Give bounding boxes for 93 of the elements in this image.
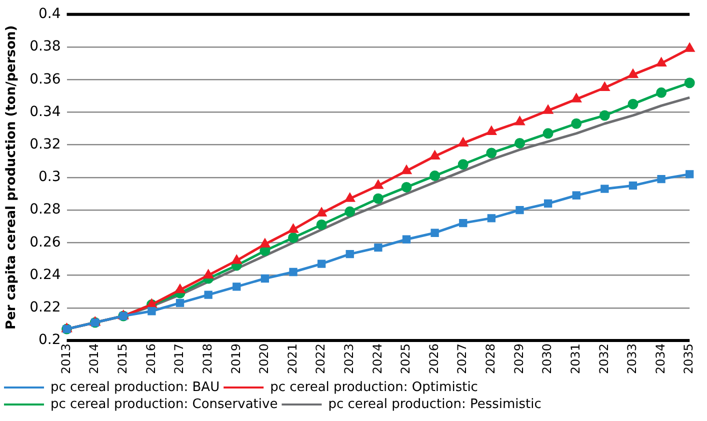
point [458,138,468,146]
y-tick-label: 0.32 [30,136,61,152]
point [289,268,298,276]
point [486,148,497,158]
x-tick-label: 2027 [455,343,470,374]
point [372,193,384,204]
point [628,182,638,190]
point [176,298,184,308]
point [345,193,355,202]
x-tick-label: 2035 [682,343,696,374]
point [430,170,440,182]
point [656,87,667,98]
x-tick-label: 2021 [285,343,300,374]
x-tick-label: 2024 [370,343,384,374]
point [401,182,412,192]
point [657,174,666,184]
point [204,270,214,278]
point [628,69,638,78]
point [656,58,666,67]
y-tick-label: 0.22 [30,299,61,316]
y-tick-label: 0.38 [30,38,61,55]
point [572,94,582,102]
x-tick-label: 2029 [512,343,526,374]
point [148,307,156,316]
x-tick-label: 2022 [314,343,328,374]
point [487,214,496,222]
point [459,219,468,228]
point [373,180,383,189]
point [599,110,610,121]
point [402,166,412,174]
legend-label: pc cereal production: Conservative [50,396,278,412]
point [316,208,326,217]
x-tick-label: 2030 [540,343,554,374]
point [346,250,354,258]
point [684,78,695,88]
point [232,282,241,291]
x-tick-label: 2016 [144,343,158,374]
y-tick-label: 0.28 [30,202,61,218]
y-tick-label: 0.26 [30,234,61,250]
y-tick-label: 0.4 [38,6,61,22]
point [543,105,553,114]
x-tick-label: 2026 [426,343,441,374]
point [316,219,327,230]
point [600,82,610,92]
x-tick-label: 2023 [342,343,356,374]
point [317,260,326,268]
x-tick-label: 2028 [484,343,498,374]
point [288,232,299,243]
point [515,116,524,126]
point [486,126,496,136]
x-tick-label: 2032 [596,343,611,374]
legend-label: pc cereal production: Pessimistic [328,396,542,412]
point [572,191,580,200]
y-tick-label: 0.24 [30,266,61,283]
point [402,235,411,244]
point [232,255,242,264]
point [260,274,270,283]
point [204,290,212,299]
point [684,43,694,52]
point [430,228,439,237]
point [175,284,185,294]
point [430,150,440,160]
x-tick-label: 2018 [200,343,214,374]
y-tick-label: 0.2 [38,332,61,348]
point [514,138,525,148]
y-axis-title: Per capita cereal production (ton/person) [4,25,20,330]
y-tick-label: 0.34 [30,104,61,120]
x-tick-label: 2034 [653,343,668,374]
x-tick-label: 2031 [568,343,582,374]
x-tick-label: 2017 [172,343,186,374]
point [544,199,552,208]
point [571,118,582,129]
point [628,98,638,110]
x-tick-label: 2013 [58,343,73,374]
y-tick-label: 0.36 [30,71,61,88]
x-tick-label: 2020 [257,343,272,374]
x-tick-label: 2014 [87,343,102,374]
legend-label: pc cereal production: BAU [50,380,220,395]
point [288,224,298,233]
point [516,206,524,214]
point [344,206,356,217]
y-tick-label: 0.3 [38,169,61,186]
point [374,243,382,252]
x-tick-label: 2033 [625,343,640,374]
x-tick-label: 2025 [398,343,413,374]
point [260,239,270,248]
point [686,170,694,178]
x-tick-label: 2019 [228,343,243,374]
x-tick-label: 2015 [116,343,130,374]
point [458,159,468,170]
legend-label: pc cereal production: Optimistic [270,380,478,395]
point [600,184,609,193]
point [542,128,554,139]
